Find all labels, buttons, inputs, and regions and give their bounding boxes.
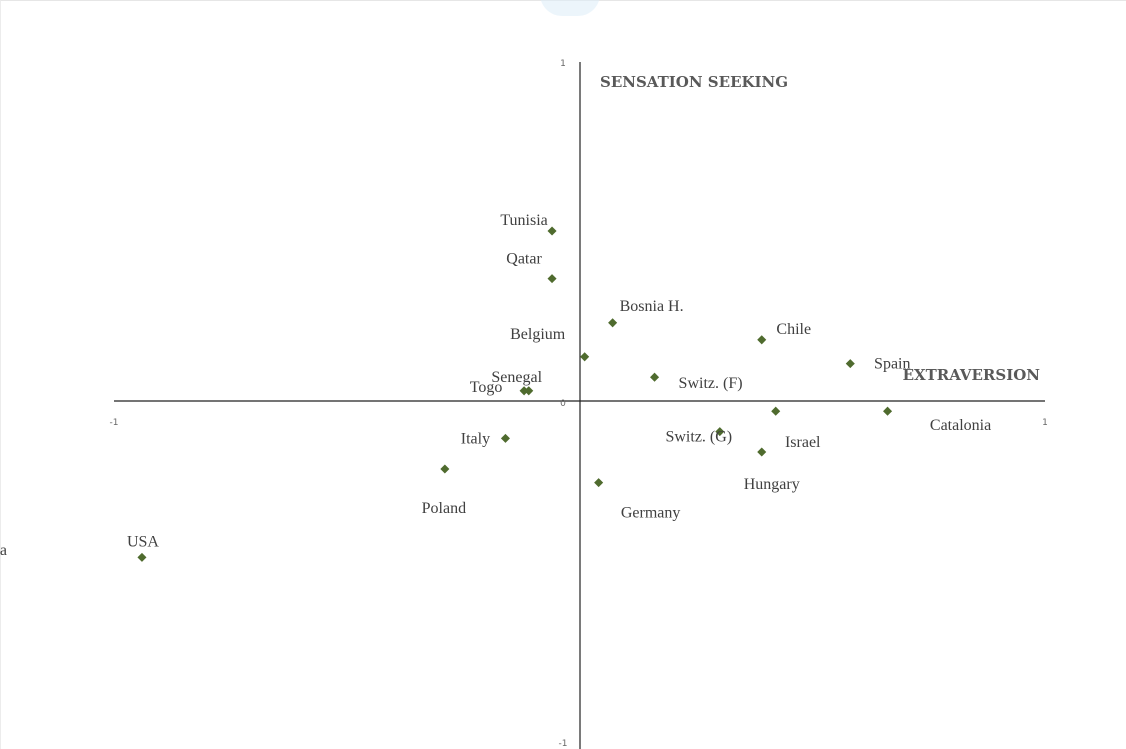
data-point-6 [650, 372, 660, 382]
data-point-1 [547, 274, 557, 284]
data-point-15 [594, 478, 604, 488]
data-point-11 [500, 433, 510, 443]
point-label-17: USA [127, 533, 159, 550]
x-tick-min: -1 [110, 418, 119, 428]
y-tick-min: -1 [559, 739, 568, 749]
point-label-8: Togo [470, 379, 503, 396]
data-point-2 [608, 318, 618, 328]
data-point-5 [845, 359, 855, 369]
origin-tick: 0 [560, 399, 566, 409]
data-point-10 [771, 406, 781, 416]
data-point-0 [547, 226, 557, 236]
point-label-6: Switz. (F) [679, 375, 743, 392]
data-point-17 [137, 552, 147, 562]
point-label-13: Hungary [744, 476, 800, 493]
point-label-2: Bosnia H. [620, 298, 684, 315]
point-label-3: Chile [776, 321, 811, 338]
point-label-14: Poland [422, 500, 466, 517]
point-label-1: Qatar [506, 251, 542, 268]
point-label-15: Germany [621, 505, 681, 522]
data-point-3 [757, 335, 767, 345]
x-tick-max: 1 [1042, 418, 1048, 428]
point-label-16: China [0, 542, 7, 559]
point-label-4: Belgium [510, 326, 566, 343]
point-label-9: Catalonia [930, 417, 991, 434]
data-point-13 [757, 447, 767, 457]
data-point-14 [440, 464, 450, 474]
data-point-9 [883, 406, 893, 416]
watermark-shape [540, 0, 600, 16]
data-point-8 [519, 386, 529, 396]
point-label-12: Switz. (G) [665, 429, 732, 446]
point-label-11: Italy [461, 430, 490, 447]
point-label-5: Spain [874, 356, 910, 373]
data-points: Tunisia Qatar Bosnia H. Chile Belgium Spain Sw… [0, 212, 991, 562]
x-axis-title: EXTRAVERSION [903, 366, 1041, 384]
point-label-0: Tunisia [500, 212, 547, 229]
data-point-7 [524, 386, 534, 396]
data-point-4 [580, 352, 590, 362]
point-label-10: Israel [785, 434, 821, 451]
y-tick-max: 1 [560, 59, 566, 69]
y-axis-title: SENSATION SEEKING [600, 73, 788, 91]
point-label-7: Senegal [491, 369, 542, 386]
